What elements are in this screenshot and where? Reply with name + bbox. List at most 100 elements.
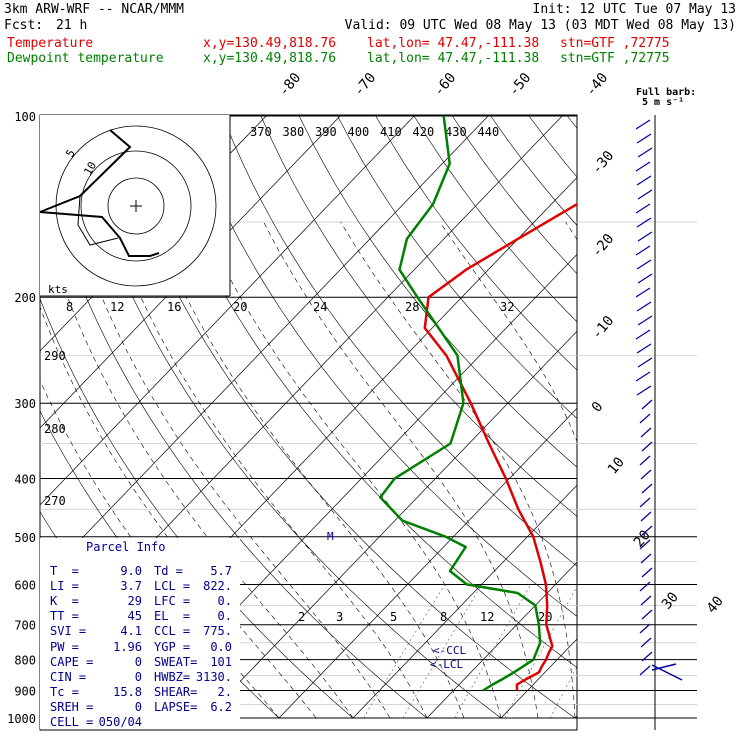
parcel-info-k1-7: CIN = [50, 669, 87, 684]
isotherm [500, 638, 577, 719]
temperature-label--70: -70 [351, 70, 380, 100]
dry-adiabat [298, 115, 577, 468]
isotherm [40, 115, 341, 429]
dry-adiabat [567, 115, 577, 129]
isotherm [426, 561, 577, 719]
moist-adiabat [40, 305, 317, 719]
pressure-label-400: 400 [14, 472, 36, 486]
low-mixing-label-3: 3 [336, 610, 343, 624]
hodograph-trace-low [77, 195, 119, 246]
wind-barb [641, 399, 653, 410]
parcel-info-k2-0: Td = [154, 564, 183, 578]
temperature-label--80: -80 [276, 70, 305, 100]
pressure-label-1000: 1000 [7, 712, 36, 726]
dry-adiabat [644, 116, 740, 718]
wind-barb [639, 497, 651, 508]
mixing-label-32: 32 [500, 300, 514, 314]
valid-time: Valid: 09 UTC Wed 08 May 13 (03 MDT Wed … [344, 18, 736, 33]
wind-barb [639, 623, 651, 634]
parcel-info-v2-7: 3130. [195, 669, 232, 684]
wind-barb [639, 455, 651, 466]
forecast-label: Fcst: [4, 18, 44, 33]
legend-dewpoint: Dewpoint temperature [7, 51, 164, 66]
dry-adiabat [452, 115, 577, 275]
temperature-label--10: -10 [589, 313, 618, 343]
parcel-info-title: Parcel Info [86, 540, 166, 554]
pressure-label-700: 700 [14, 619, 36, 633]
dry-adiabat [375, 115, 577, 371]
parcel-info-k2-7: HWBZ= [154, 669, 191, 684]
isotherm [40, 115, 489, 583]
dry-adiabat [69, 115, 502, 719]
legend-temperature: Temperature [7, 36, 94, 51]
wind-barb [641, 441, 653, 452]
temperature-label-10: 10 [605, 454, 628, 477]
low-mixing-label-12: 12 [480, 610, 494, 624]
pressure-label-900: 900 [14, 684, 36, 698]
wind-barb [641, 651, 653, 662]
wind-barb [636, 217, 652, 228]
isotherm [574, 715, 577, 719]
pressure-label-300: 300 [14, 397, 36, 411]
legend-temperature-coords: x,y=130.49,818.76 [203, 36, 337, 51]
theta-label-370: 370 [250, 125, 272, 139]
isotherm [204, 330, 577, 719]
parcel-info-k2-9: LAPSE= [154, 699, 198, 714]
low-mixing-label-5: 5 [390, 610, 397, 624]
wind-barb [636, 175, 652, 186]
mixing-ratio-line [402, 584, 483, 719]
parcel-info-v2-5: 0.0 [210, 639, 232, 654]
lcl-marker: <-LCL [430, 658, 464, 671]
parcel-info-v1-6: 0 [134, 654, 142, 669]
pressure-label-100: 100 [14, 110, 36, 124]
wind-barb [640, 469, 652, 480]
wind-barb [636, 301, 652, 312]
forecast-hour: 21 h [56, 18, 88, 33]
wind-barb [641, 567, 653, 578]
dry-adiabat [721, 116, 740, 718]
dry-adiabat [260, 115, 577, 517]
isotherm [649, 116, 740, 718]
mixing-label-28: 28 [405, 300, 419, 314]
legend-dewpoint-latlon: lat,lon= 47.47,-111.38 [367, 51, 540, 66]
parcel-info-v2-6: 101 [210, 654, 232, 669]
parcel-info-k1-0: T = [50, 564, 79, 578]
legend-temperature-latlon: lat,lon= 47.47,-111.38 [367, 36, 540, 51]
parcel-info-k1-9: SREH = [50, 699, 94, 714]
low-mixing-label-20: 20 [538, 610, 552, 624]
wind-barb [636, 385, 652, 396]
moist-adiabat [151, 221, 465, 719]
parcel-info-k1-6: CAPE = [50, 654, 94, 669]
parcel-info-v1-0: 9.0 [120, 564, 142, 578]
wind-barb [640, 553, 652, 564]
legend-dewpoint-coords: x,y=130.49,818.76 [203, 51, 337, 66]
parcel-info-k2-4: CCL = [154, 624, 191, 639]
wind-barb [637, 231, 653, 242]
moist-adiabat [340, 221, 576, 719]
wind-barb [640, 595, 652, 606]
barb-legend-unit: 5 m s⁻¹ [642, 97, 685, 108]
moist-label-280: 280 [44, 422, 66, 436]
temperature-label--20: -20 [589, 231, 618, 261]
dry-adiabat [222, 115, 577, 567]
dry-adiabat [490, 115, 577, 226]
parcel-info-v1-4: 4.1 [120, 624, 142, 639]
hodograph-trace [39, 129, 160, 257]
moist-label-270: 270 [44, 494, 66, 508]
parcel-info-v2-0: 5.7 [210, 564, 232, 578]
hodograph-ring-label: 10 [81, 160, 99, 178]
wind-barb [637, 189, 653, 200]
model-title: 3km ARW-WRF -- NCAR/MMM [4, 2, 185, 17]
temperature-profile [423, 202, 577, 691]
parcel-info-v2-2: 0. [217, 594, 232, 609]
temperature-label--50: -50 [506, 70, 535, 100]
dry-adiabat [107, 115, 576, 719]
low-mixing-label-2: 2 [298, 610, 305, 624]
wind-barb [641, 609, 653, 620]
wind-barb [639, 665, 651, 676]
theta-label-390: 390 [315, 125, 337, 139]
wind-barb [636, 133, 652, 144]
moist-adiabat [42, 221, 354, 719]
parcel-info-v2-1: 822. [203, 579, 232, 594]
